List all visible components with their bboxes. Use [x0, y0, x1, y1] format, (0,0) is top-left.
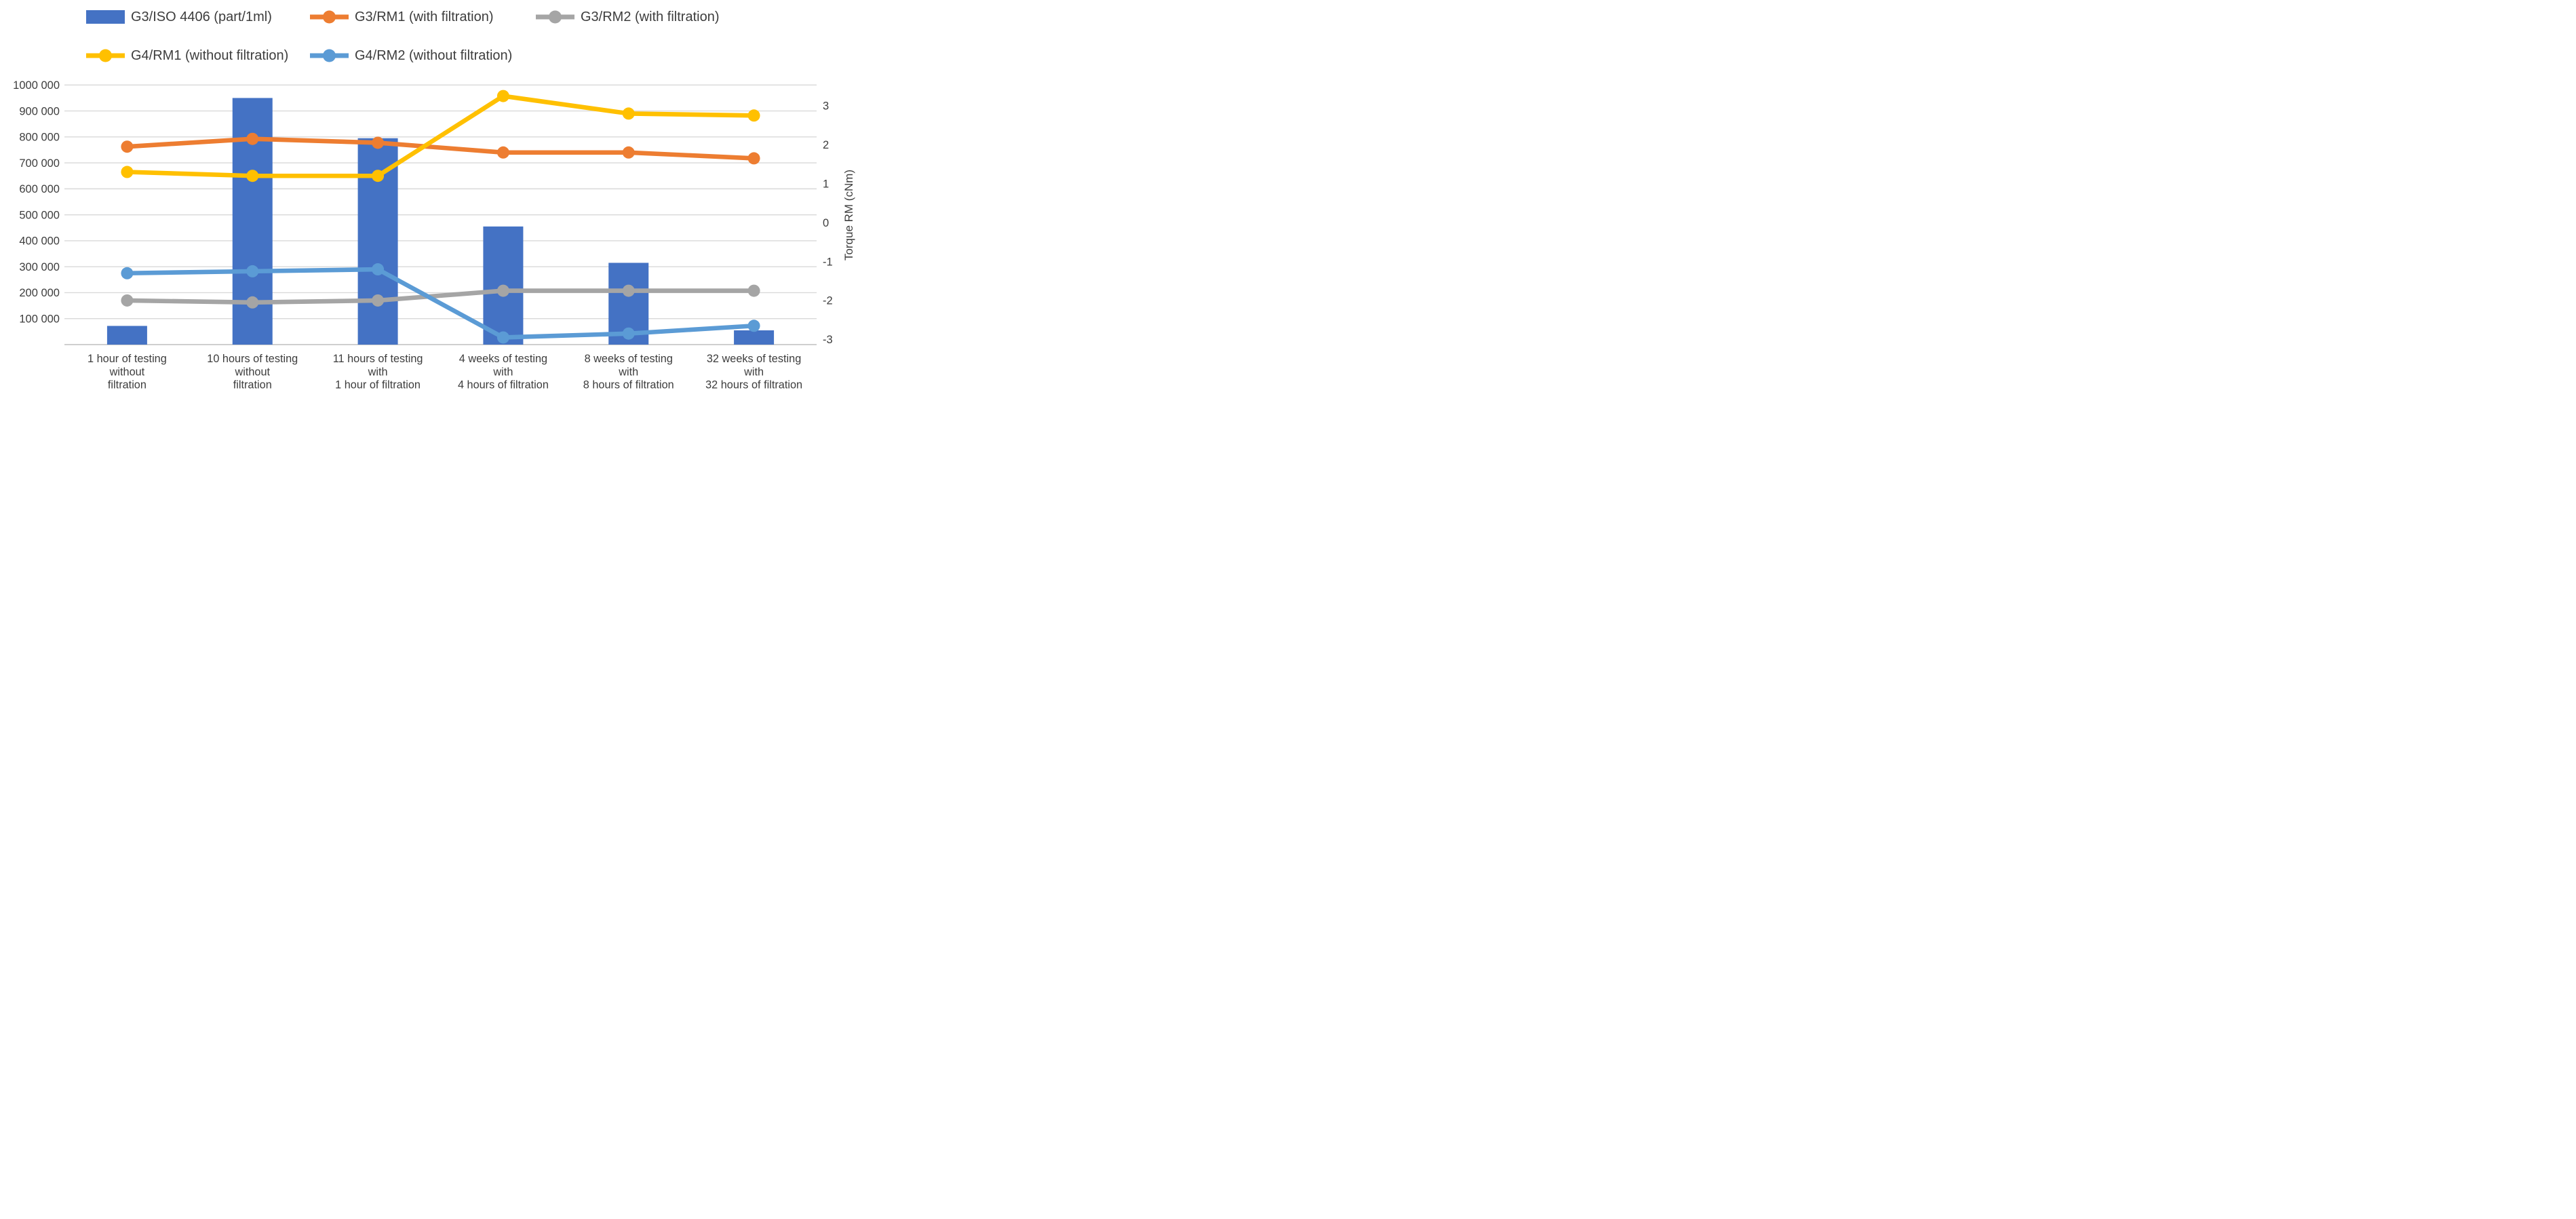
- right-axis-tick-label: 0: [823, 217, 829, 229]
- legend-item: G3/RM1 (with filtration): [310, 5, 494, 28]
- left-axis-tick-label: 1000 000: [13, 79, 60, 92]
- x-axis-category-label: 10 hours of testing without filtration: [207, 353, 298, 391]
- legend-item: G3/ISO 4406 (part/1ml): [86, 5, 272, 28]
- right-axis-title: Torque RM (cNm): [842, 169, 855, 261]
- data-point-marker: [121, 267, 134, 279]
- right-axis-tick-label: -2: [823, 295, 833, 307]
- data-point-marker: [246, 296, 259, 309]
- x-axis-category-label: 32 weeks of testing with 32 hours of filtr…: [705, 353, 802, 391]
- data-point-marker: [121, 166, 134, 178]
- legend-line-swatch: [86, 49, 125, 62]
- data-point-marker: [622, 146, 635, 159]
- left-axis-tick-label: 700 000: [19, 157, 60, 170]
- line-series: [125, 267, 756, 340]
- legend-label: G3/ISO 4406 (part/1ml): [131, 9, 272, 24]
- data-point-marker: [372, 136, 385, 149]
- legend-item: G3/RM2 (with filtration): [536, 5, 720, 28]
- legend-item: G4/RM1 (without filtration): [86, 44, 288, 67]
- left-axis-tick-label: 400 000: [19, 235, 60, 248]
- data-point-marker: [496, 90, 509, 102]
- x-axis-category-label: 4 weeks of testing with 4 hours of filtrat…: [458, 353, 549, 391]
- data-point-marker: [372, 170, 385, 182]
- left-axis-tick-label: 800 000: [19, 132, 60, 144]
- data-point-marker: [372, 263, 385, 276]
- right-axis-tick-label: 3: [823, 100, 829, 113]
- right-axis-tick-label: -3: [823, 334, 833, 346]
- right-axis-tick-label: 1: [823, 178, 829, 191]
- left-axis-tick-label: 300 000: [19, 261, 60, 273]
- data-point-marker: [496, 284, 509, 297]
- data-point-marker: [747, 152, 760, 165]
- x-axis-category-label: 8 weeks of testing with 8 hours of filtrat…: [583, 353, 674, 391]
- right-axis-tick-label: -1: [823, 256, 833, 268]
- legend-bar-swatch: [86, 10, 125, 24]
- legend-line-swatch: [310, 10, 349, 24]
- bar: [106, 326, 147, 345]
- legend-line-swatch: [536, 10, 574, 24]
- data-point-marker: [246, 170, 259, 182]
- data-point-marker: [246, 265, 259, 277]
- legend-label: G4/RM1 (without filtration): [131, 47, 289, 63]
- chart: G3/ISO 4406 (part/1ml) G3/RM1 (with filtr…: [0, 0, 859, 406]
- data-point-marker: [496, 331, 509, 344]
- legend-item: G4/RM2 (without filtration): [310, 44, 512, 67]
- legend-label: G3/RM2 (with filtration): [581, 9, 720, 24]
- data-point-marker: [121, 140, 134, 153]
- left-axis-tick-label: 100 000: [19, 313, 60, 326]
- data-point-marker: [622, 107, 635, 120]
- left-axis-tick-label: 200 000: [19, 287, 60, 299]
- data-point-marker: [622, 327, 635, 340]
- left-axis-tick-label: 900 000: [19, 105, 60, 117]
- line-series: [125, 136, 756, 161]
- x-axis-category-label: 11 hours of testing with 1 hour of filtrat…: [333, 353, 423, 391]
- left-axis-tick-label: 600 000: [19, 183, 60, 195]
- legend-line-swatch: [310, 49, 349, 62]
- x-axis-category-label: 1 hour of testing without filtration: [87, 353, 167, 391]
- data-point-marker: [121, 294, 134, 307]
- left-axis-tick-label: 500 000: [19, 209, 60, 221]
- bar: [734, 330, 775, 345]
- data-point-marker: [372, 294, 385, 307]
- legend-label: G3/RM1 (with filtration): [355, 9, 494, 24]
- data-point-marker: [246, 132, 259, 145]
- data-point-marker: [622, 284, 635, 297]
- plot-area: 1000 000 900 000 800 000 700 000 600 000 500 …: [13, 79, 833, 391]
- data-point-marker: [496, 146, 509, 159]
- data-point-marker: [747, 284, 760, 297]
- line-series: [125, 94, 756, 178]
- data-point-marker: [747, 320, 760, 332]
- legend-label: G4/RM2 (without filtration): [355, 47, 513, 63]
- data-point-marker: [747, 109, 760, 122]
- right-axis-tick-label: 2: [823, 139, 829, 151]
- line-series: [125, 288, 756, 305]
